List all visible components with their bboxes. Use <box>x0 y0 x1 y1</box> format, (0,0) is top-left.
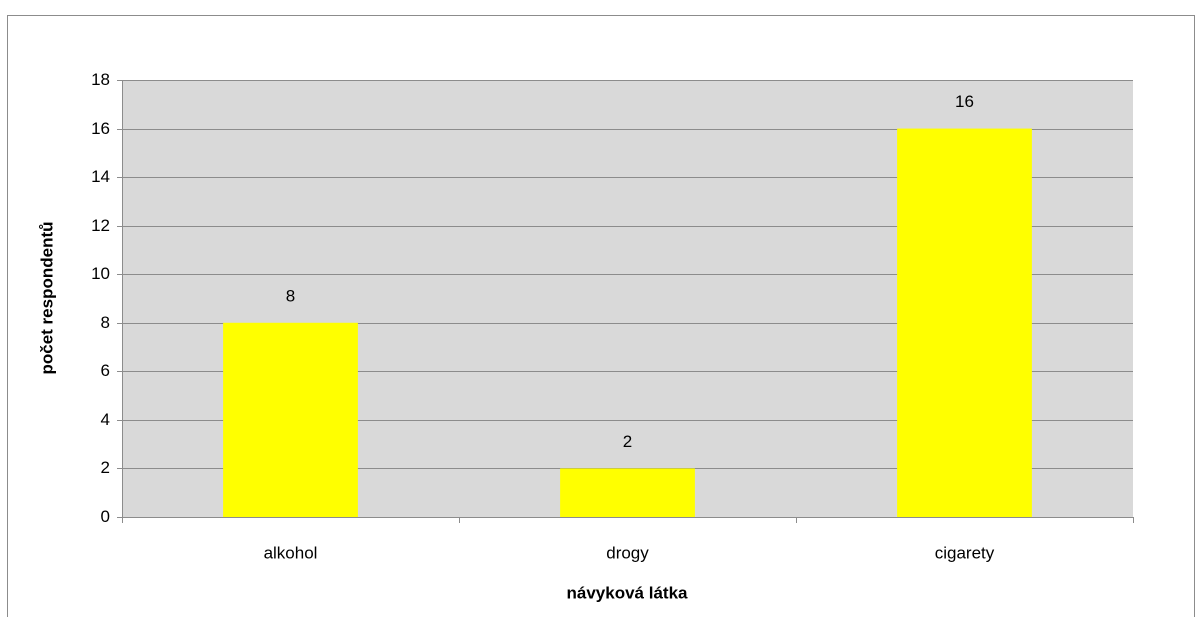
y-axis-title: počet respondentů <box>37 221 56 374</box>
x-tick-label: drogy <box>606 543 649 562</box>
y-tick-label: 8 <box>101 313 110 332</box>
y-tick-label: 0 <box>101 507 110 526</box>
y-tick-label: 14 <box>91 167 110 186</box>
y-tick-label: 4 <box>101 410 110 429</box>
data-label: 8 <box>286 286 295 305</box>
y-tick-label: 6 <box>101 361 110 380</box>
y-tick-label: 2 <box>101 458 110 477</box>
data-label: 16 <box>955 92 974 111</box>
y-tick-label: 16 <box>91 119 110 138</box>
y-tick-label: 10 <box>91 264 110 283</box>
bar <box>560 468 695 517</box>
bar <box>223 322 358 517</box>
data-label: 2 <box>623 432 632 451</box>
x-tick-label: alkohol <box>264 543 318 562</box>
y-tick-label: 12 <box>91 216 110 235</box>
y-tick-label: 18 <box>91 70 110 89</box>
x-axis-title: návyková látka <box>567 583 689 602</box>
bar <box>897 128 1032 518</box>
x-tick-label: cigarety <box>935 543 995 562</box>
chart-border <box>7 15 1195 617</box>
